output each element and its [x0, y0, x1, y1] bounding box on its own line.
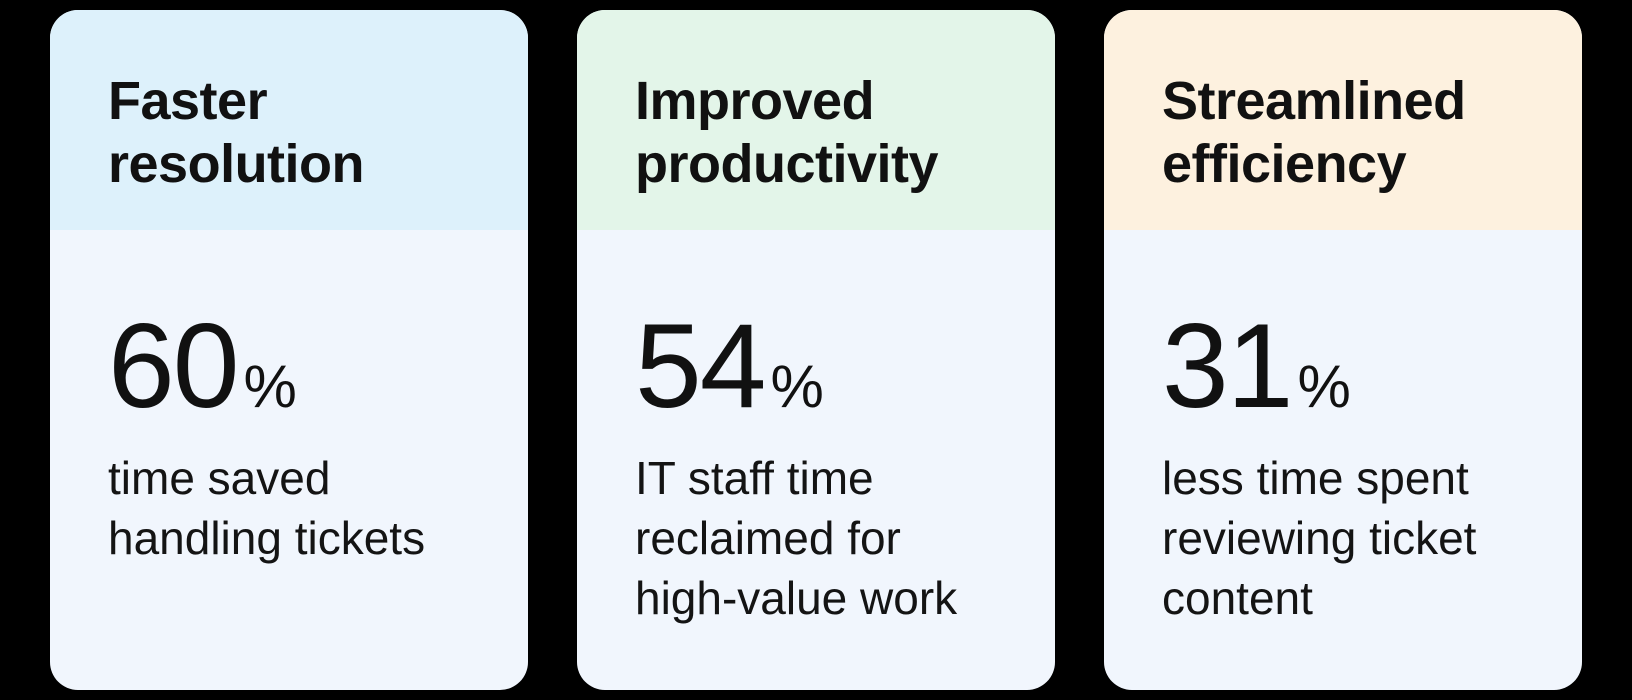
- stat-value: 31 %: [1162, 306, 1542, 426]
- stat-value: 54 %: [635, 306, 1015, 426]
- stat-description-line: reviewing ticket: [1162, 512, 1477, 564]
- card-title-line: Faster: [108, 71, 268, 131]
- card-body: 31 % less time spent reviewing ticket co…: [1104, 230, 1582, 628]
- stat-unit: %: [770, 353, 824, 420]
- stat-description-line: time saved: [108, 452, 331, 504]
- card-header: Faster resolution: [50, 10, 528, 230]
- card-title-line: Streamlined: [1162, 71, 1466, 131]
- stat-card-faster-resolution: Faster resolution 60 % time saved handli…: [50, 10, 528, 690]
- stat-description-line: content: [1162, 572, 1313, 624]
- card-body: 54 % IT staff time reclaimed for high-va…: [577, 230, 1055, 628]
- stat-description: IT staff time reclaimed for high-value w…: [635, 448, 1015, 628]
- stat-unit: %: [1297, 353, 1351, 420]
- card-title: Faster resolution: [108, 70, 488, 196]
- stat-description-line: IT staff time: [635, 452, 874, 504]
- stat-description-line: less time spent: [1162, 452, 1469, 504]
- stat-description: time saved handling tickets: [108, 448, 488, 568]
- card-title: Improved productivity: [635, 70, 1015, 196]
- stat-card-improved-productivity: Improved productivity 54 % IT staff time…: [577, 10, 1055, 690]
- stat-unit: %: [243, 353, 297, 420]
- card-title-line: efficiency: [1162, 134, 1407, 194]
- card-header: Streamlined efficiency: [1104, 10, 1582, 230]
- stat-number: 60: [108, 299, 239, 433]
- card-title: Streamlined efficiency: [1162, 70, 1542, 196]
- card-title-line: productivity: [635, 134, 939, 194]
- stat-description-line: high-value work: [635, 572, 958, 624]
- stat-value: 60 %: [108, 306, 488, 426]
- stat-number: 54: [635, 299, 766, 433]
- card-title-line: resolution: [108, 134, 365, 194]
- card-body: 60 % time saved handling tickets: [50, 230, 528, 568]
- stat-description-line: reclaimed for: [635, 512, 901, 564]
- stat-number: 31: [1162, 299, 1293, 433]
- stat-description-line: handling tickets: [108, 512, 426, 564]
- card-title-line: Improved: [635, 71, 875, 131]
- stat-card-streamlined-efficiency: Streamlined efficiency 31 % less time sp…: [1104, 10, 1582, 690]
- card-header: Improved productivity: [577, 10, 1055, 230]
- stat-description: less time spent reviewing ticket content: [1162, 448, 1542, 628]
